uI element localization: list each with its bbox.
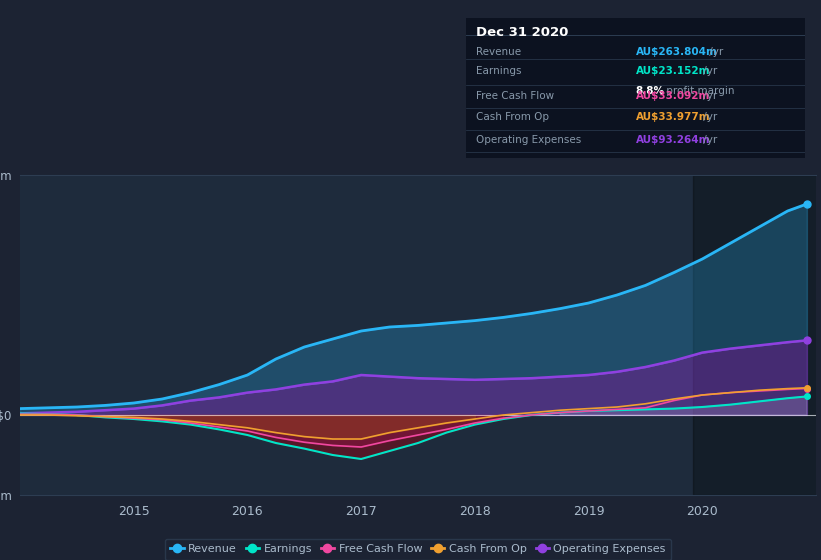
Text: Dec 31 2020: Dec 31 2020 [476, 26, 569, 39]
Text: /yr: /yr [700, 91, 718, 101]
Text: profit margin: profit margin [663, 86, 734, 96]
Text: AU$23.152m: AU$23.152m [635, 66, 710, 76]
Text: AU$33.977m: AU$33.977m [635, 113, 710, 123]
Text: Cash From Op: Cash From Op [476, 113, 549, 123]
Text: AU$33.092m: AU$33.092m [635, 91, 710, 101]
Text: /yr: /yr [700, 113, 718, 123]
Text: /yr: /yr [700, 135, 718, 145]
Text: AU$93.264m: AU$93.264m [635, 135, 710, 145]
Text: Free Cash Flow: Free Cash Flow [476, 91, 554, 101]
Text: /yr: /yr [706, 46, 723, 57]
Text: Operating Expenses: Operating Expenses [476, 135, 581, 145]
Text: Earnings: Earnings [476, 66, 521, 76]
Text: 8.8%: 8.8% [635, 86, 664, 96]
Text: /yr: /yr [700, 66, 718, 76]
Bar [693, 175, 821, 495]
Legend: Revenue, Earnings, Free Cash Flow, Cash From Op, Operating Expenses: Revenue, Earnings, Free Cash Flow, Cash … [165, 539, 672, 560]
Text: Revenue: Revenue [476, 46, 521, 57]
Text: AU$263.804m: AU$263.804m [635, 46, 718, 57]
